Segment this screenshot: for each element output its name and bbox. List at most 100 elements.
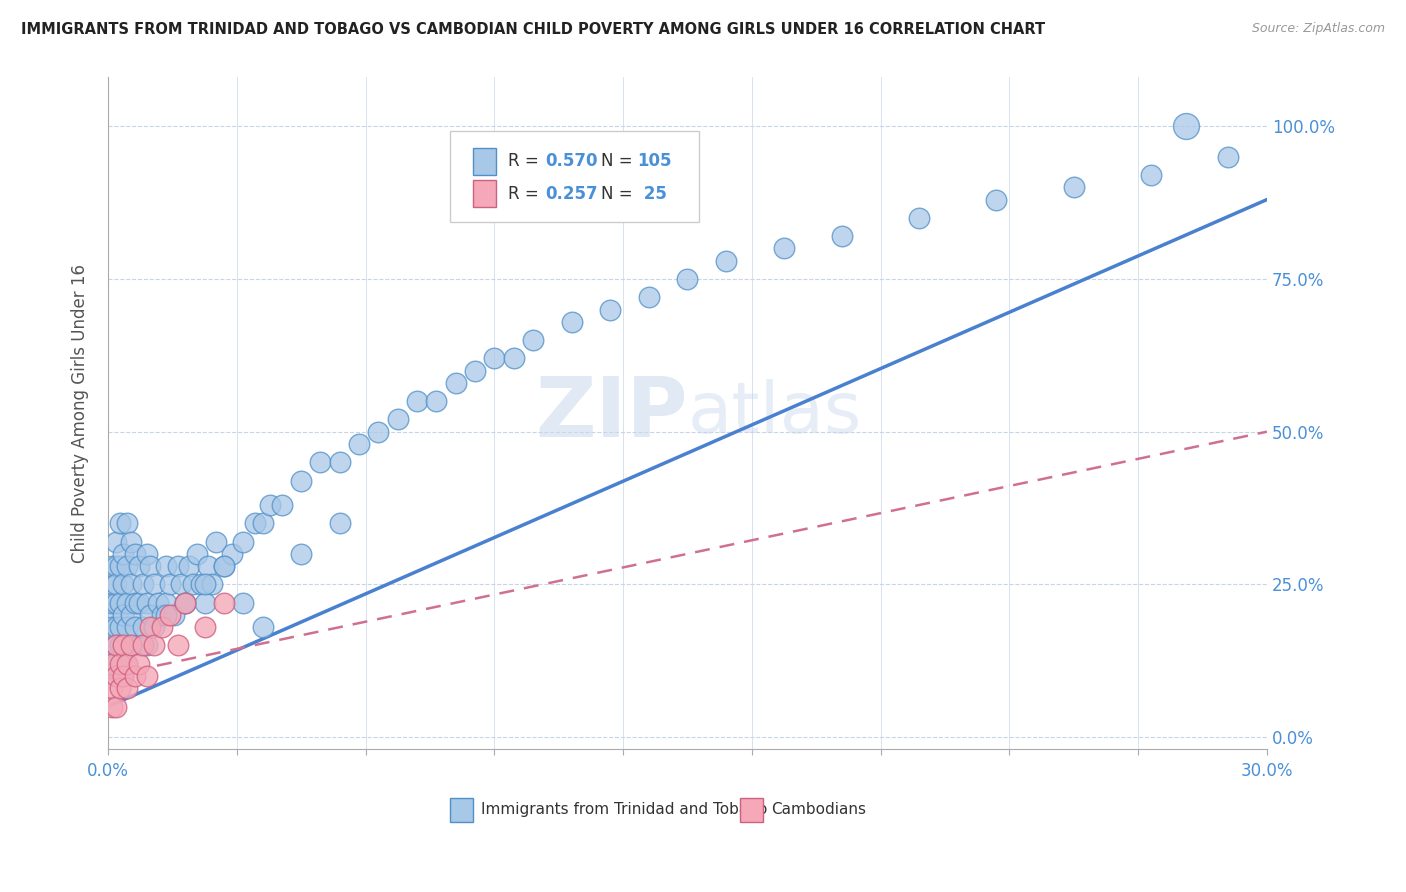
Point	[163, 607, 186, 622]
Point	[150, 620, 173, 634]
Point	[101, 596, 124, 610]
Point	[150, 607, 173, 622]
Point	[155, 596, 177, 610]
Point	[132, 620, 155, 634]
Point	[101, 699, 124, 714]
Point	[132, 577, 155, 591]
Point	[104, 577, 127, 591]
Point	[148, 596, 170, 610]
Point	[181, 577, 204, 591]
Point	[139, 620, 162, 634]
Point	[329, 455, 352, 469]
Point	[143, 620, 166, 634]
Point	[637, 290, 659, 304]
Point	[112, 639, 135, 653]
Point	[444, 376, 467, 390]
Point	[135, 596, 157, 610]
Point	[104, 639, 127, 653]
Point	[773, 242, 796, 256]
Point	[205, 534, 228, 549]
Point	[159, 577, 181, 591]
Point	[270, 498, 292, 512]
Point	[831, 229, 853, 244]
Text: Cambodians: Cambodians	[770, 802, 866, 817]
Point	[259, 498, 281, 512]
Point	[120, 639, 142, 653]
Point	[522, 333, 544, 347]
Text: 105: 105	[637, 153, 672, 170]
Point	[124, 547, 146, 561]
Text: 0.570: 0.570	[546, 153, 598, 170]
Point	[117, 657, 139, 671]
Point	[367, 425, 389, 439]
Point	[120, 639, 142, 653]
Point	[714, 253, 737, 268]
Point	[101, 657, 124, 671]
Point	[120, 534, 142, 549]
Point	[120, 577, 142, 591]
Point	[132, 639, 155, 653]
Point	[135, 669, 157, 683]
Text: N =: N =	[600, 153, 637, 170]
Point	[143, 639, 166, 653]
Point	[104, 657, 127, 671]
Point	[159, 607, 181, 622]
Point	[117, 657, 139, 671]
Point	[112, 639, 135, 653]
Bar	[472, 148, 496, 175]
Point	[155, 607, 177, 622]
Bar	[472, 180, 496, 207]
Point	[387, 412, 409, 426]
Point	[104, 559, 127, 574]
Point	[174, 596, 197, 610]
Point	[212, 596, 235, 610]
Point	[599, 302, 621, 317]
Point	[128, 559, 150, 574]
Point	[139, 607, 162, 622]
Text: ZIP: ZIP	[534, 373, 688, 454]
Point	[128, 596, 150, 610]
Point	[252, 516, 274, 531]
Point	[101, 620, 124, 634]
Text: R =: R =	[508, 153, 544, 170]
Point	[128, 657, 150, 671]
Text: N =: N =	[600, 185, 637, 202]
Point	[193, 596, 215, 610]
Point	[120, 607, 142, 622]
Y-axis label: Child Poverty Among Girls Under 16: Child Poverty Among Girls Under 16	[72, 264, 89, 563]
Point	[101, 607, 124, 622]
Point	[309, 455, 332, 469]
Point	[232, 596, 254, 610]
Point	[112, 547, 135, 561]
Point	[1174, 120, 1197, 134]
Point	[179, 559, 201, 574]
Point	[135, 639, 157, 653]
Point	[170, 577, 193, 591]
Point	[986, 193, 1008, 207]
Bar	[450, 798, 472, 822]
Point	[290, 474, 312, 488]
Point	[212, 559, 235, 574]
Point	[290, 547, 312, 561]
Point	[104, 639, 127, 653]
Point	[561, 315, 583, 329]
Point	[1063, 180, 1085, 194]
Point	[108, 639, 131, 653]
Point	[174, 596, 197, 610]
Point	[117, 681, 139, 696]
Point	[1140, 168, 1163, 182]
Text: IMMIGRANTS FROM TRINIDAD AND TOBAGO VS CAMBODIAN CHILD POVERTY AMONG GIRLS UNDER: IMMIGRANTS FROM TRINIDAD AND TOBAGO VS C…	[21, 22, 1045, 37]
Point	[908, 211, 931, 225]
Point	[347, 437, 370, 451]
Point	[108, 669, 131, 683]
Point	[201, 577, 224, 591]
Text: 25: 25	[637, 185, 666, 202]
Point	[174, 596, 197, 610]
Point	[112, 607, 135, 622]
Point	[143, 577, 166, 591]
Point	[117, 620, 139, 634]
Point	[108, 620, 131, 634]
Point	[117, 596, 139, 610]
Point	[108, 516, 131, 531]
Point	[101, 639, 124, 653]
